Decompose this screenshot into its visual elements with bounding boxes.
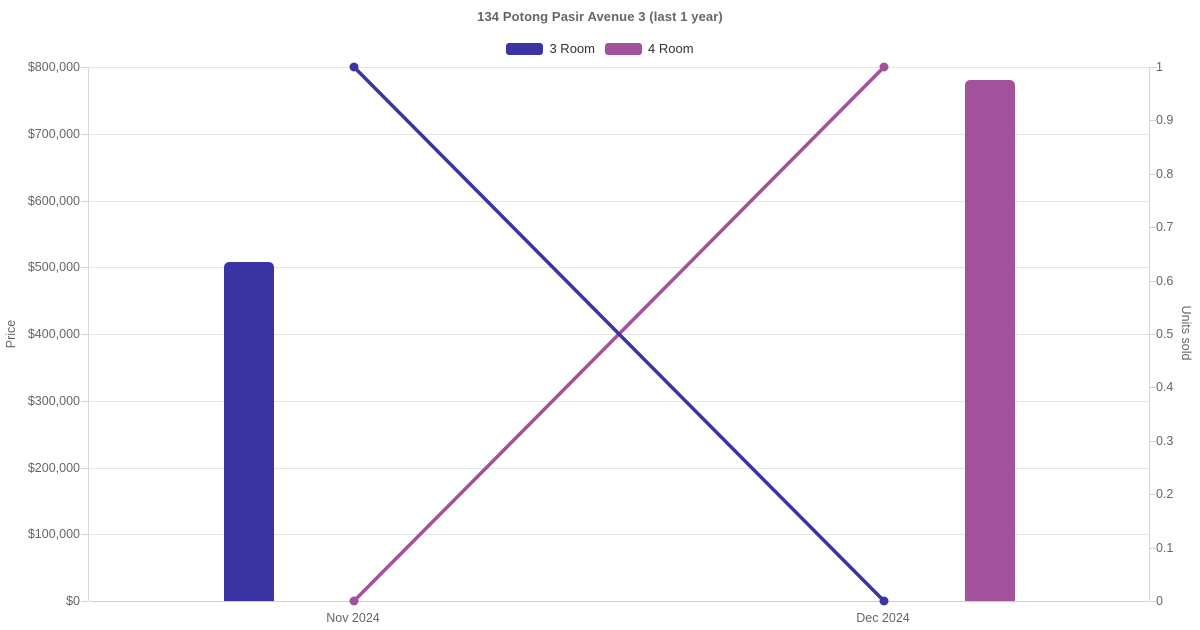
legend-label-4-room: 4 Room — [648, 41, 694, 56]
left-axis-labels: $800,000 $700,000 $600,000 $500,000 $400,000… — [0, 60, 80, 608]
left-axis-tick — [81, 534, 88, 535]
right-axis-tick — [1150, 174, 1157, 175]
right-axis-tick — [1150, 120, 1157, 121]
right-axis-tick-label: 0.1 — [1156, 541, 1174, 555]
chart-title: 134 Potong Pasir Avenue 3 (last 1 year) — [477, 9, 723, 24]
left-axis-tick-label: $200,000 — [27, 461, 80, 475]
legend-label-3-room: 3 Room — [549, 41, 595, 56]
x-label-dec-2024: Dec 2024 — [856, 611, 910, 625]
point-3-room-nov-2024[interactable] — [349, 62, 359, 72]
right-axis-tick-label: 0.3 — [1156, 434, 1174, 448]
right-axis-tick — [1150, 494, 1157, 495]
left-axis-tick — [81, 201, 88, 202]
legend-swatch-4-room — [605, 42, 642, 55]
right-axis-tick — [1150, 441, 1157, 442]
left-axis-tick-label: $300,000 — [27, 394, 80, 408]
right-axis-tick — [1150, 227, 1157, 228]
left-axis-tick-label: $500,000 — [27, 260, 80, 274]
gridline — [89, 468, 1149, 469]
left-axis-tick-label: $800,000 — [27, 60, 80, 74]
left-axis-tick — [81, 401, 88, 402]
gridline — [89, 534, 1149, 535]
right-axis-tick — [1150, 334, 1157, 335]
gridline — [89, 201, 1149, 202]
x-label-nov-2024: Nov 2024 — [326, 611, 380, 625]
left-axis-tick-label: $600,000 — [27, 194, 80, 208]
gridline — [89, 134, 1149, 135]
legend: 3 Room 4 Room — [0, 41, 1200, 56]
left-axis-tick-label: $0 — [66, 594, 80, 608]
right-axis-tick-label: 0.2 — [1156, 487, 1174, 501]
gridline — [89, 67, 1149, 68]
right-axis-tick-label: 0.6 — [1156, 274, 1174, 288]
right-axis-tick-label: 0 — [1156, 594, 1163, 608]
point-4-room-nov-2024[interactable] — [349, 596, 359, 606]
line-layer — [349, 62, 889, 606]
right-axis-tick-label: 0.4 — [1156, 380, 1174, 394]
left-axis-tick — [81, 267, 88, 268]
right-axis-tick — [1150, 67, 1157, 68]
right-axis-tick — [1150, 387, 1157, 388]
right-axis-tick-label: 0.7 — [1156, 220, 1174, 234]
point-4-room-dec-2024[interactable] — [879, 62, 889, 72]
point-3-room-dec-2024[interactable] — [879, 596, 889, 606]
left-axis-tick-label: $100,000 — [27, 527, 80, 541]
right-axis-tick — [1150, 601, 1157, 602]
left-axis-tick-label: $400,000 — [27, 327, 80, 341]
left-axis-tick-label: $700,000 — [27, 127, 80, 141]
left-axis-tick — [81, 67, 88, 68]
right-axis-tick-label: 0.9 — [1156, 113, 1174, 127]
legend-item-4-room[interactable]: 4 Room — [605, 41, 694, 56]
legend-swatch-3-room — [506, 42, 544, 55]
bar-3-room-nov-2024[interactable] — [223, 261, 274, 601]
plot-area — [81, 62, 1157, 606]
right-axis-tick — [1150, 548, 1157, 549]
gridline — [89, 401, 1149, 402]
right-axis-tick-label: 0.8 — [1156, 167, 1174, 181]
right-axis-tick-label: 1 — [1156, 60, 1163, 74]
left-axis-tick — [81, 134, 88, 135]
gridline — [89, 267, 1149, 268]
left-axis-tick — [81, 334, 88, 335]
right-axis-tick — [1150, 281, 1157, 282]
gridline — [89, 601, 1149, 602]
legend-item-3-room[interactable]: 3 Room — [506, 41, 595, 56]
right-axis-tick-label: 0.5 — [1156, 327, 1174, 341]
right-axis-labels: 1 0.9 0.8 0.7 0.6 0.5 0.4 0.3 0.2 0.1 0 — [1156, 60, 1200, 608]
line-3-room[interactable] — [352, 65, 886, 603]
left-axis-tick — [81, 468, 88, 469]
left-axis-tick — [81, 601, 88, 602]
bar-4-room-dec-2024[interactable] — [964, 80, 1015, 601]
